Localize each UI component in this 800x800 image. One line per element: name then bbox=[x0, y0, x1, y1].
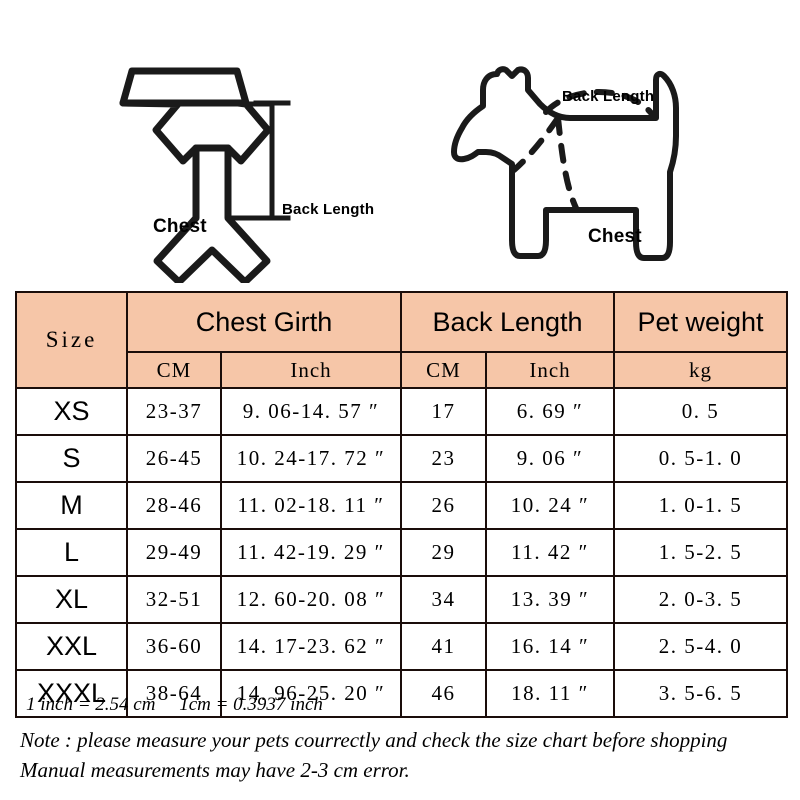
cell-chest-inch: 11. 42-19. 29 ″ bbox=[219, 528, 403, 577]
header-chest-girth: Chest Girth bbox=[125, 291, 403, 353]
cell-back-inch: 6. 69 ″ bbox=[485, 387, 616, 436]
cell-chest-inch: 14. 17-23. 62 ″ bbox=[219, 622, 403, 671]
table-header-row-main: Size Chest Girth Back Length Pet weight bbox=[15, 291, 789, 389]
cell-back-inch: 16. 14 ″ bbox=[485, 622, 616, 671]
footer-notes: 1 inch = 2.54 cm 1cm = 0.3937 inch Note … bbox=[20, 694, 786, 786]
cell-back-cm: 29 bbox=[400, 528, 488, 577]
cell-back-cm: 34 bbox=[400, 575, 488, 624]
header-back-length: Back Length bbox=[400, 291, 616, 353]
subheader-back-inch: Inch bbox=[485, 351, 616, 389]
cell-back-inch: 10. 24 ″ bbox=[485, 481, 616, 530]
cell-weight-kg: 1. 0-1. 5 bbox=[613, 481, 789, 530]
cell-back-cm: 26 bbox=[400, 481, 488, 530]
garment-outline-icon bbox=[119, 67, 291, 283]
dog-chest-label: Chest bbox=[588, 226, 642, 247]
cell-chest-inch: 14. 96-25. 20 ″ bbox=[219, 669, 403, 718]
cell-back-cm: 23 bbox=[400, 434, 488, 483]
chest-girth-dashed-line-front bbox=[555, 115, 579, 211]
garment-diagram: Chest Back Length bbox=[60, 58, 400, 283]
cell-size: XXL bbox=[15, 622, 128, 671]
cell-back-inch: 11. 42 ″ bbox=[485, 528, 616, 577]
measurement-note-line-2: Manual measurements may have 2-3 cm erro… bbox=[20, 758, 410, 783]
cell-chest-inch: 11. 02-18. 11 ″ bbox=[219, 481, 403, 530]
diagram-area: Chest Back Length Back Length Chest bbox=[0, 0, 800, 288]
chest-girth-dashed-line-back bbox=[511, 115, 561, 173]
table-row: M 28-46 11. 02-18. 11 ″ 26 10. 24 ″ 1. 0-1. 5 bbox=[15, 481, 789, 530]
subheader-weight-kg: kg bbox=[613, 351, 789, 389]
table-row: XL 32-51 12. 60-20. 08 ″ 34 13. 39 ″ 2. 0-3. … bbox=[15, 575, 789, 624]
garment-chest-label: Chest bbox=[153, 216, 207, 237]
measurement-note-line-1: Note : please measure your pets courrect… bbox=[20, 728, 728, 752]
cell-size: M bbox=[15, 481, 128, 530]
cell-chest-cm: 26-45 bbox=[126, 434, 222, 483]
cell-chest-cm: 23-37 bbox=[126, 387, 222, 436]
cell-size: XS bbox=[15, 387, 128, 436]
cell-weight-kg: 3. 5-6. 5 bbox=[613, 669, 789, 718]
cell-chest-cm: 38-64 bbox=[126, 669, 222, 718]
table-row: L 29-49 11. 42-19. 29 ″ 29 11. 42 ″ 1. 5-2. 5 bbox=[15, 528, 789, 577]
dog-outline-icon bbox=[451, 66, 679, 261]
subheader-chest-cm: CM bbox=[126, 351, 222, 389]
header-size: Size bbox=[15, 291, 128, 389]
cell-chest-inch: 9. 06-14. 57 ″ bbox=[219, 387, 403, 436]
back-length-dashed-line bbox=[543, 89, 655, 117]
cell-size: S bbox=[15, 434, 128, 483]
cell-chest-cm: 28-46 bbox=[126, 481, 222, 530]
dog-back-length-label: Back Length bbox=[562, 88, 655, 105]
subheader-back-cm: CM bbox=[400, 351, 488, 389]
table-header-row-units: CM Inch CM Inch kg bbox=[16, 351, 789, 389]
cell-chest-cm: 29-49 bbox=[126, 528, 222, 577]
table-row: XS 23-37 9. 06-14. 57 ″ 17 6. 69 ″ 0. 5 bbox=[15, 387, 789, 436]
header-pet-weight: Pet weight bbox=[613, 291, 789, 353]
cell-back-cm: 41 bbox=[400, 622, 488, 671]
table-row: XXXL 38-64 14. 96-25. 20 ″ 46 18. 11 ″ 3. 5-6… bbox=[15, 669, 789, 718]
cell-back-inch: 9. 06 ″ bbox=[485, 434, 616, 483]
dog-diagram: Back Length Chest bbox=[440, 60, 780, 282]
cell-size: XXXL bbox=[15, 669, 128, 718]
cell-chest-cm: 36-60 bbox=[126, 622, 222, 671]
cell-chest-cm: 32-51 bbox=[126, 575, 222, 624]
cell-weight-kg: 2. 0-3. 5 bbox=[613, 575, 789, 624]
cell-size: XL bbox=[15, 575, 128, 624]
cell-weight-kg: 0. 5-1. 0 bbox=[613, 434, 789, 483]
garment-back-length-label: Back Length bbox=[282, 201, 375, 218]
size-table-body: XS 23-37 9. 06-14. 57 ″ 17 6. 69 ″ 0. 5 S 26-45… bbox=[15, 387, 789, 718]
cell-back-cm: 46 bbox=[400, 669, 488, 718]
cell-weight-kg: 0. 5 bbox=[613, 387, 789, 436]
unit-conversion-note: 1 inch = 2.54 cm 1cm = 0.3937 inch bbox=[26, 694, 323, 715]
cell-back-inch: 18. 11 ″ bbox=[485, 669, 616, 718]
cell-back-inch: 13. 39 ″ bbox=[485, 575, 616, 624]
cell-weight-kg: 2. 5-4. 0 bbox=[613, 622, 789, 671]
subheader-chest-inch: Inch bbox=[219, 351, 403, 389]
size-chart-table: Size Chest Girth Back Length Pet weight … bbox=[15, 291, 789, 718]
table-row: S 26-45 10. 24-17. 72 ″ 23 9. 06 ″ 0. 5-1. 0 bbox=[15, 434, 789, 483]
cell-weight-kg: 1. 5-2. 5 bbox=[613, 528, 789, 577]
cell-back-cm: 17 bbox=[400, 387, 488, 436]
cell-chest-inch: 10. 24-17. 72 ″ bbox=[219, 434, 403, 483]
cell-size: L bbox=[15, 528, 128, 577]
table-row: XXL 36-60 14. 17-23. 62 ″ 41 16. 14 ″ 2. 5-4.… bbox=[15, 622, 789, 671]
cell-chest-inch: 12. 60-20. 08 ″ bbox=[219, 575, 403, 624]
